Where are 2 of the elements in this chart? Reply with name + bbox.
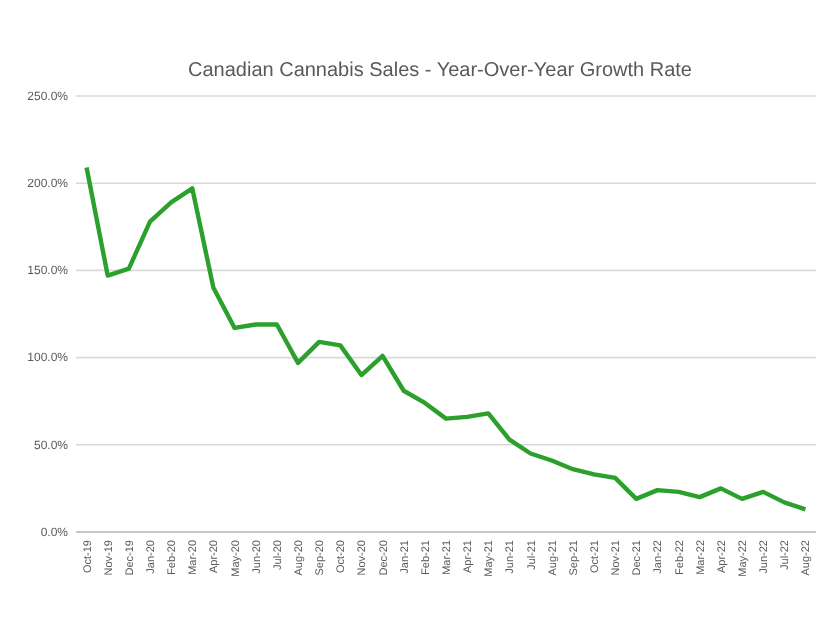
line-series — [84, 165, 808, 512]
chart-title: Canadian Cannabis Sales - Year-Over-Year Growth Rate — [188, 60, 693, 82]
